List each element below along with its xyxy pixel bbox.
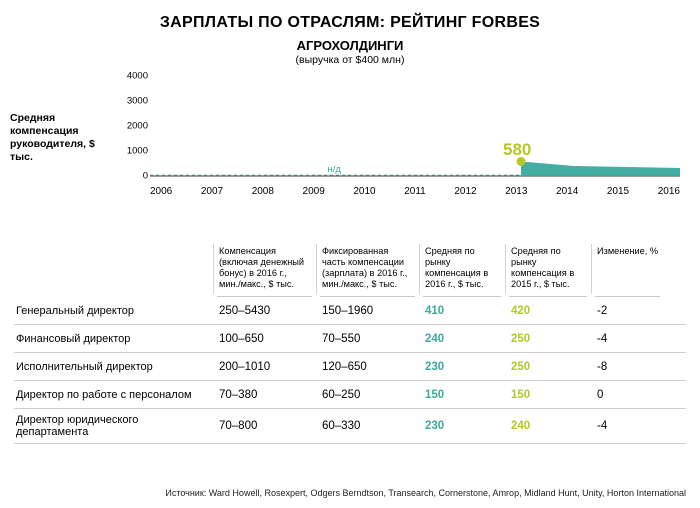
y-tick: 0 [143,171,148,182]
subtitle-note: (выручка от $400 млн) [0,54,700,66]
table-cell: -8 [595,356,660,378]
table-header-cell: Средняя по рынку компенсация в 2016 г., … [423,242,501,297]
table-cell: 240 [423,328,501,350]
table-cell: -4 [595,415,660,437]
y-tick: 4000 [127,71,148,82]
table-cell: 70–380 [217,384,312,406]
table-cell: Директор по работе с персоналом [14,384,209,406]
y-tick: 3000 [127,96,148,107]
chart-plot [150,76,680,182]
source-note: Источник: Ward Howell, Rosexpert, Odgers… [165,488,686,498]
table-row: Директор юридического департамента 70–800… [14,409,686,444]
callout-value: 580 [503,140,531,160]
table-cell: Генеральный директор [14,300,209,322]
x-tick: 2008 [252,186,274,197]
table-cell: 70–550 [320,328,415,350]
page-title: ЗАРПЛАТЫ ПО ОТРАСЛЯМ: РЕЙТИНГ FORBES [0,0,700,32]
table-cell: 150 [509,384,587,406]
table-cell: 250–5430 [217,300,312,322]
table-cell: 240 [509,415,587,437]
table-cell: -2 [595,300,660,322]
x-tick: 2015 [607,186,629,197]
table-header: Компенсация (включая денежный бонус) в 2… [14,242,686,297]
x-tick: 2010 [353,186,375,197]
x-tick: 2011 [404,186,426,197]
table-header-cell: Изменение, % [595,242,660,297]
table-cell: 410 [423,300,501,322]
no-data-label: н/д [328,164,341,175]
x-tick: 2012 [454,186,476,197]
table-header-cell: Компенсация (включая денежный бонус) в 2… [217,242,312,297]
y-tick: 1000 [127,146,148,157]
x-tick: 2006 [150,186,172,197]
x-tick: 2013 [505,186,527,197]
table-cell: 100–650 [217,328,312,350]
table-header-cell: Фиксированная часть компенсации (зарплат… [320,242,415,297]
table-row: Финансовый директор 100–650 70–550 240 250 -4 [14,325,686,353]
table-cell: 200–1010 [217,356,312,378]
table-cell: 420 [509,300,587,322]
x-tick: 2014 [556,186,578,197]
table-cell: 60–330 [320,415,415,437]
x-tick: 2016 [658,186,680,197]
table-row: Директор по работе с персоналом 70–380 60–… [14,381,686,409]
y-axis-ticks: 01000200030004000 [118,76,148,176]
x-axis-labels: 2006 2007 2008 2009 2010 2011 2012 2013 2014 2015… [150,186,680,197]
table-cell: 230 [423,415,501,437]
table-header-cell [14,242,209,297]
subtitle: АГРОХОЛДИНГИ [0,38,700,53]
table-cell: 150–1960 [320,300,415,322]
table-header-cell: Средняя по рынку компенсация в 2015 г., … [509,242,587,297]
table-cell: 60–250 [320,384,415,406]
y-tick: 2000 [127,121,148,132]
table-cell: 230 [423,356,501,378]
compensation-table: Компенсация (включая денежный бонус) в 2… [14,242,686,444]
table-cell: -4 [595,328,660,350]
chart-area: Средняя компенсация руководителя, $ тыс.… [0,72,700,210]
x-tick: 2009 [303,186,325,197]
table-cell: Директор юридического департамента [14,409,209,443]
table-cell: 70–800 [217,415,312,437]
y-axis-label: Средняя компенсация руководителя, $ тыс. [10,112,118,165]
x-tick: 2007 [201,186,223,197]
table-cell: Исполнительный директор [14,356,209,378]
table-cell: 250 [509,328,587,350]
table-cell: 150 [423,384,501,406]
table-row: Генеральный директор 250–5430 150–1960 410 4… [14,297,686,325]
table-cell: Финансовый директор [14,328,209,350]
table-cell: 120–650 [320,356,415,378]
table-cell: 250 [509,356,587,378]
table-row: Исполнительный директор 200–1010 120–650 23… [14,353,686,381]
table-cell: 0 [595,384,660,406]
